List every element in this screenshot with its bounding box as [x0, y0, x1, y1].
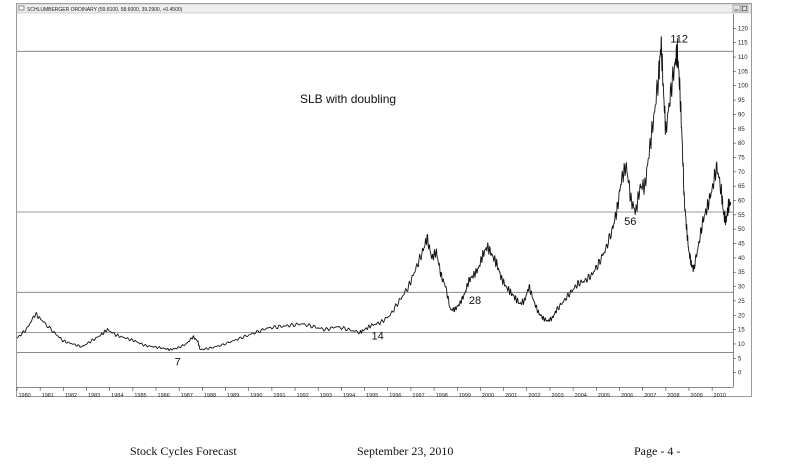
y-tick-label: 120	[738, 26, 749, 32]
x-tick-label: 2004	[575, 393, 587, 399]
y-tick-label: 65	[738, 184, 745, 190]
x-tick-label: 1982	[65, 393, 77, 399]
reference-lines	[17, 50, 733, 353]
x-tick-label: 1991	[273, 393, 285, 399]
x-tick-label: 1983	[88, 393, 100, 399]
y-tick-label: 90	[738, 112, 745, 118]
y-axis-ticks: 0 5 10 15 20 25 30 35 40 45 50 55 60 65 70 75 80 85 90 95 10…	[733, 26, 749, 377]
y-tick-label: 50	[738, 227, 745, 233]
x-tick-label: 2005	[598, 393, 610, 399]
x-tick-label: 2001	[505, 393, 517, 399]
y-tick-label: 115	[738, 41, 748, 47]
title-bar[interactable]	[16, 3, 752, 14]
chart-window: SCHLUMBERGER ORDINARY (59.8100, 58.6000,…	[16, 3, 752, 399]
minimize-button[interactable]	[732, 4, 741, 13]
x-tick-label: 2009	[690, 393, 702, 399]
x-tick-label: 1997	[412, 393, 424, 399]
x-tick-label: 1998	[436, 393, 448, 399]
x-tick-label: 1996	[389, 393, 401, 399]
y-tick-label: 100	[738, 84, 749, 90]
footer-left: Stock Cycles Forecast	[130, 444, 237, 458]
x-tick-label: 1985	[134, 393, 146, 399]
x-tick-label: 1981	[42, 393, 54, 399]
x-tick-label: 2010	[714, 393, 726, 399]
page-footer: Stock Cycles Forecast September 23, 2010…	[0, 440, 802, 464]
x-tick-label: 2006	[621, 393, 633, 399]
x-tick-label: 1992	[297, 393, 309, 399]
y-tick-label: 80	[738, 141, 745, 147]
y-tick-label: 15	[738, 328, 745, 334]
annotation-7: 7	[175, 356, 181, 368]
y-tick-label: 60	[738, 199, 745, 205]
annotation-112: 112	[670, 34, 688, 46]
chart-subtitle: SLB with doubling	[300, 92, 396, 106]
x-tick-label: 1987	[181, 393, 193, 399]
x-tick-label: 1995	[366, 393, 378, 399]
x-tick-label: 1980	[19, 393, 31, 399]
x-tick-label: 1986	[158, 393, 170, 399]
y-tick-label: 25	[738, 299, 745, 305]
y-tick-label: 10	[738, 342, 745, 348]
y-tick-label: 35	[738, 270, 745, 276]
maximize-icon	[742, 6, 747, 11]
y-tick-label: 30	[738, 285, 745, 291]
x-tick-label: 1988	[204, 393, 216, 399]
x-tick-label: 1993	[320, 393, 332, 399]
y-tick-label: 40	[738, 256, 745, 262]
price-series	[16, 36, 732, 352]
x-tick-label: 1994	[343, 393, 355, 399]
window-menu-icon[interactable]	[18, 5, 25, 11]
x-axis-ticks: 1980 1981 1982 1983 1984 1985 1986 1987 1988 1989…	[16, 387, 726, 399]
y-tick-label: 95	[738, 98, 745, 104]
y-tick-label: 105	[738, 69, 749, 75]
maximize-button[interactable]	[740, 4, 749, 13]
footer-center: September 23, 2010	[357, 444, 454, 458]
x-tick-label: 1999	[459, 393, 471, 399]
y-tick-label: 5	[738, 356, 742, 362]
y-tick-label: 20	[738, 313, 745, 319]
annotation-56: 56	[624, 216, 636, 228]
annotation-28: 28	[469, 295, 481, 307]
y-tick-label: 55	[738, 213, 745, 219]
y-tick-label: 75	[738, 155, 745, 161]
y-tick-label: 70	[738, 170, 745, 176]
x-tick-label: 2007	[644, 393, 656, 399]
price-line	[16, 36, 732, 352]
x-tick-label: 2003	[551, 393, 563, 399]
annotation-14: 14	[372, 331, 384, 343]
window-title: SCHLUMBERGER ORDINARY (59.8100, 58.6000,…	[27, 7, 183, 13]
footer-right: Page - 4 -	[634, 444, 681, 458]
x-tick-label: 2000	[482, 393, 494, 399]
y-tick-label: 110	[738, 55, 748, 61]
y-tick-label: 85	[738, 127, 745, 133]
x-tick-label: 1990	[250, 393, 262, 399]
y-tick-label: 0	[738, 371, 742, 377]
annotations: 7 14 28 56 112	[175, 34, 688, 369]
plot-area	[17, 14, 733, 387]
x-tick-label: 2002	[528, 393, 540, 399]
x-tick-label: 1989	[227, 393, 239, 399]
y-tick-label: 45	[738, 242, 745, 248]
x-tick-label: 1984	[111, 393, 123, 399]
x-tick-label: 2008	[667, 393, 679, 399]
